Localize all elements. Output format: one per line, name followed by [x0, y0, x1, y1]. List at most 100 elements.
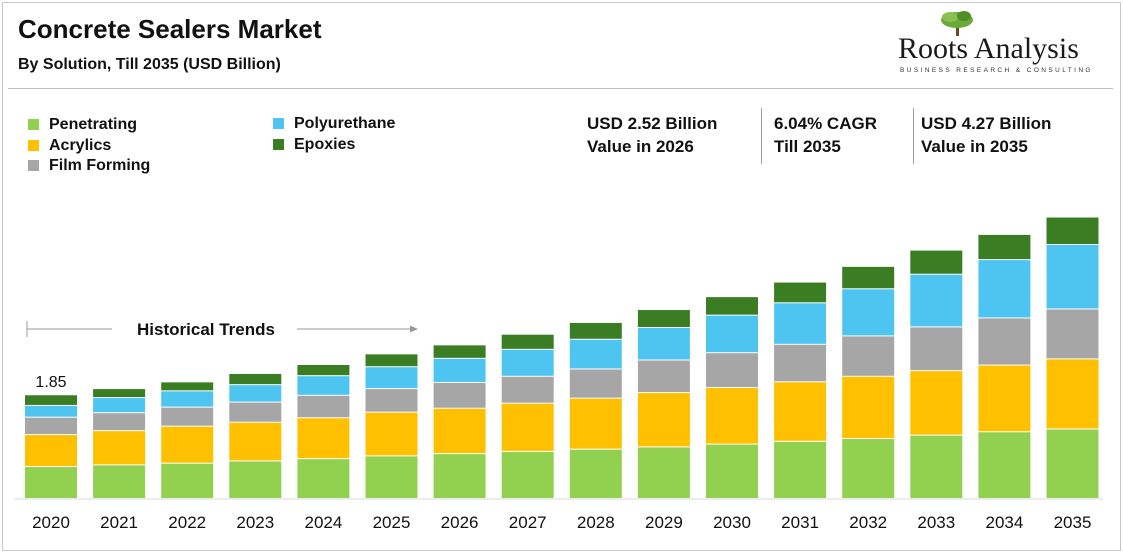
bar-epoxies-2028	[569, 322, 622, 339]
bar-penetrating-2022	[161, 463, 214, 498]
x-tick-label-2035: 2035	[1054, 513, 1092, 532]
bar-polyurethane-2033	[910, 274, 963, 327]
bar-penetrating-2035	[1046, 429, 1099, 498]
bar-penetrating-2025	[365, 456, 418, 498]
bar-polyurethane-2027	[501, 349, 554, 376]
bar-polyurethane-2030	[706, 315, 758, 353]
x-tick-label-2027: 2027	[509, 513, 547, 532]
bar-polyurethane-2021	[93, 398, 146, 413]
legend-label-epoxies: Epoxies	[294, 136, 356, 153]
stat-value-2035: USD 4.27 Billion Value in 2035	[921, 112, 1051, 158]
stat-value-2026: USD 2.52 Billion Value in 2026	[587, 112, 717, 158]
logo-name: Roots Analysis	[898, 32, 1079, 65]
stat-value-2035-caption: Value in 2035	[921, 137, 1028, 156]
bar-epoxies-2029	[637, 310, 690, 327]
stat-value-2026-amount: USD 2.52 Billion	[587, 114, 718, 133]
legend-swatch-film-forming	[28, 160, 39, 171]
stat-cagr-amount: 6.04% CAGR	[774, 114, 877, 133]
x-tick-label-2028: 2028	[577, 513, 615, 532]
bar-polyurethane-2025	[365, 367, 418, 389]
bar-polyurethane-2028	[569, 339, 622, 369]
bar-acrylics-2033	[910, 371, 963, 435]
stat-value-2035-amount: USD 4.27 Billion	[921, 114, 1052, 133]
bar-group	[25, 217, 1099, 498]
bar-epoxies-2025	[365, 354, 418, 367]
x-tick-label-2032: 2032	[849, 513, 887, 532]
legend-swatch-acrylics	[28, 140, 39, 151]
legend-swatch-epoxies	[273, 139, 284, 150]
bar-acrylics-2022	[161, 426, 214, 463]
bar-polyurethane-2029	[637, 327, 690, 360]
legend-item-epoxies: Epoxies	[273, 136, 355, 154]
bar-polyurethane-2023	[229, 385, 282, 402]
bar-penetrating-2032	[842, 439, 895, 498]
stat-divider-1	[761, 108, 762, 164]
bar-epoxies-2032	[842, 266, 895, 289]
bar-film-forming-2022	[161, 407, 214, 426]
bar-acrylics-2025	[365, 412, 418, 456]
bar-penetrating-2023	[229, 461, 282, 498]
historical-arrow-head	[410, 325, 418, 333]
roots-analysis-logo: Roots Analysis BUSINESS RESEARCH & CONSU…	[890, 6, 1110, 78]
bar-film-forming-2024	[297, 395, 350, 418]
legend-label-polyurethane: Polyurethane	[294, 115, 396, 132]
x-tick-label-2029: 2029	[645, 513, 683, 532]
x-tick-label-2034: 2034	[985, 513, 1023, 532]
bar-penetrating-2029	[637, 447, 690, 498]
x-tick-label-2033: 2033	[917, 513, 955, 532]
legend-item-film-forming: Film Forming	[28, 157, 150, 175]
bar-acrylics-2031	[774, 382, 827, 441]
bar-polyurethane-2032	[842, 289, 895, 336]
bar-polyurethane-2031	[774, 303, 827, 344]
x-tick-label-2023: 2023	[236, 513, 274, 532]
bar-polyurethane-2034	[978, 260, 1031, 318]
x-tick-label-2022: 2022	[168, 513, 206, 532]
bar-acrylics-2024	[297, 418, 350, 459]
bar-film-forming-2035	[1046, 309, 1099, 359]
legend-item-penetrating: Penetrating	[28, 116, 137, 134]
bar-penetrating-2026	[433, 454, 486, 498]
historical-trends-label: Historical Trends	[137, 320, 275, 339]
bar-acrylics-2028	[569, 398, 622, 449]
x-tick-label-2031: 2031	[781, 513, 819, 532]
bar-film-forming-2033	[910, 327, 963, 371]
bar-polyurethane-2020	[25, 405, 77, 417]
x-axis-ticks: 2020 2021 2022 2023 2024 2025 2026 2027 2028 2029…	[32, 513, 1091, 532]
bar-film-forming-2032	[842, 336, 895, 376]
bar-epoxies-2026	[433, 345, 486, 358]
bar-epoxies-2020	[25, 395, 77, 405]
legend-label-penetrating: Penetrating	[49, 116, 138, 133]
bar-epoxies-2024	[297, 364, 350, 376]
bar-epoxies-2027	[501, 334, 554, 349]
bar-acrylics-2029	[637, 393, 690, 447]
first-bar-total-label: 1.85	[35, 374, 66, 391]
bar-penetrating-2033	[910, 435, 963, 498]
bar-penetrating-2027	[501, 451, 554, 498]
bar-film-forming-2023	[229, 402, 282, 422]
bar-epoxies-2033	[910, 250, 963, 274]
bar-film-forming-2034	[978, 318, 1031, 365]
bar-acrylics-2034	[978, 365, 1031, 432]
bar-penetrating-2021	[93, 465, 146, 498]
bar-film-forming-2030	[706, 353, 758, 387]
x-tick-label-2021: 2021	[100, 513, 138, 532]
stat-divider-2	[913, 108, 914, 164]
legend-swatch-penetrating	[28, 119, 39, 130]
x-tick-label-2020: 2020	[32, 513, 70, 532]
x-tick-label-2026: 2026	[441, 513, 479, 532]
stat-cagr: 6.04% CAGR Till 2035	[774, 112, 877, 158]
bar-epoxies-2030	[706, 297, 758, 315]
bar-film-forming-2029	[637, 360, 690, 393]
bar-film-forming-2021	[93, 413, 146, 431]
bar-epoxies-2031	[774, 282, 827, 303]
header-divider	[8, 88, 1113, 89]
bar-epoxies-2021	[93, 389, 146, 398]
bar-film-forming-2027	[501, 376, 554, 403]
bar-acrylics-2027	[501, 403, 554, 451]
bar-epoxies-2022	[161, 382, 214, 391]
legend-item-acrylics: Acrylics	[28, 137, 111, 155]
legend-label-film-forming: Film Forming	[49, 157, 151, 174]
bar-acrylics-2023	[229, 422, 282, 461]
bar-acrylics-2035	[1046, 359, 1099, 429]
